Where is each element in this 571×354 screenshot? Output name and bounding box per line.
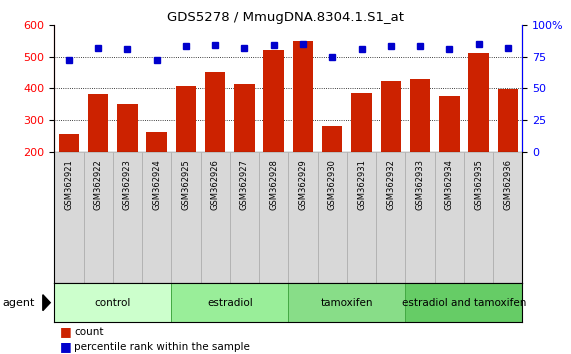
Bar xyxy=(83,152,112,283)
Text: GSM362926: GSM362926 xyxy=(211,159,220,210)
Bar xyxy=(288,152,317,283)
Bar xyxy=(234,84,255,152)
Bar xyxy=(347,152,376,283)
Bar xyxy=(497,88,518,152)
Bar xyxy=(113,152,142,283)
Bar xyxy=(54,152,83,283)
Bar xyxy=(288,283,405,322)
Text: GSM362932: GSM362932 xyxy=(386,159,395,210)
Text: tamoxifen: tamoxifen xyxy=(321,298,373,308)
Bar xyxy=(171,152,200,283)
Bar xyxy=(405,283,522,322)
Text: GSM362934: GSM362934 xyxy=(445,159,454,210)
Bar xyxy=(205,72,226,152)
Bar xyxy=(380,80,401,152)
Text: GSM362921: GSM362921 xyxy=(65,159,74,210)
Bar xyxy=(435,152,464,283)
Bar xyxy=(351,93,372,152)
Text: GSM362924: GSM362924 xyxy=(152,159,161,210)
Bar xyxy=(171,283,288,322)
Text: ■: ■ xyxy=(60,341,72,353)
Text: GSM362929: GSM362929 xyxy=(299,159,308,210)
Bar xyxy=(493,152,522,283)
Bar xyxy=(322,126,343,152)
Text: GSM362923: GSM362923 xyxy=(123,159,132,210)
Text: GSM362930: GSM362930 xyxy=(328,159,337,210)
Bar xyxy=(142,152,171,283)
Text: GSM362922: GSM362922 xyxy=(94,159,103,210)
Bar xyxy=(59,134,79,152)
Text: GSM362927: GSM362927 xyxy=(240,159,249,210)
Bar xyxy=(410,79,431,152)
Bar xyxy=(405,152,435,283)
Bar xyxy=(117,104,138,152)
Text: agent: agent xyxy=(3,298,35,308)
Text: GSM362925: GSM362925 xyxy=(182,159,191,210)
Text: GSM362936: GSM362936 xyxy=(503,159,512,210)
Bar xyxy=(464,152,493,283)
Bar xyxy=(263,50,284,152)
Text: GSM362933: GSM362933 xyxy=(416,159,425,210)
Text: GSM362928: GSM362928 xyxy=(269,159,278,210)
Text: GSM362931: GSM362931 xyxy=(357,159,366,210)
Bar xyxy=(88,94,108,152)
Bar xyxy=(54,283,171,322)
Bar xyxy=(230,152,259,283)
Text: percentile rank within the sample: percentile rank within the sample xyxy=(74,342,250,352)
Bar xyxy=(317,152,347,283)
Bar xyxy=(259,152,288,283)
Bar xyxy=(176,86,196,152)
Bar xyxy=(146,132,167,152)
Bar xyxy=(468,53,489,152)
Bar xyxy=(200,152,230,283)
Bar xyxy=(293,41,313,152)
Text: count: count xyxy=(74,327,104,337)
Text: estradiol: estradiol xyxy=(207,298,253,308)
Bar xyxy=(439,96,460,152)
Text: GDS5278 / MmugDNA.8304.1.S1_at: GDS5278 / MmugDNA.8304.1.S1_at xyxy=(167,11,404,24)
Text: estradiol and tamoxifen: estradiol and tamoxifen xyxy=(402,298,526,308)
Text: ■: ■ xyxy=(60,325,72,338)
Text: GSM362935: GSM362935 xyxy=(474,159,483,210)
Bar xyxy=(376,152,405,283)
Text: control: control xyxy=(95,298,131,308)
